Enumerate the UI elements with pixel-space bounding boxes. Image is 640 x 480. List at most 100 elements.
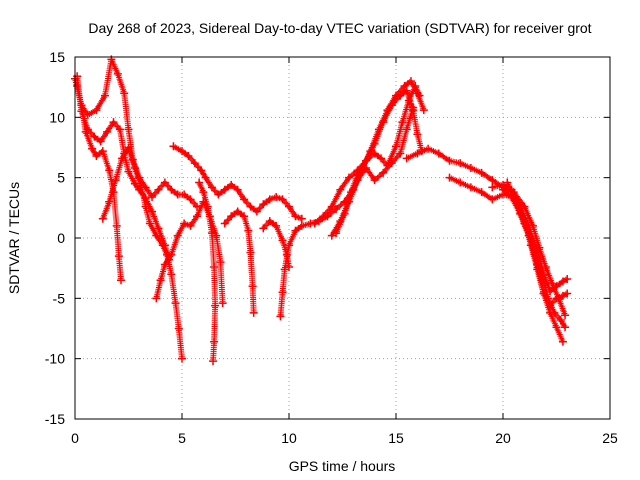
x-tick-label: 25 xyxy=(602,430,618,446)
series-sat-q xyxy=(499,185,572,310)
data-point xyxy=(111,176,120,185)
data-point xyxy=(265,217,274,226)
data-point xyxy=(511,197,520,206)
data-point xyxy=(216,258,225,267)
series-sat-o xyxy=(445,173,567,346)
data-point xyxy=(466,164,475,173)
data-point xyxy=(117,276,126,285)
data-point xyxy=(92,151,101,160)
data-point xyxy=(488,195,497,204)
data-point xyxy=(353,176,362,185)
series-sat-d xyxy=(98,143,186,363)
y-tick-label: 5 xyxy=(57,170,65,186)
series-sat-i xyxy=(259,217,293,271)
data-point xyxy=(81,127,90,136)
data-point xyxy=(259,200,268,209)
data-point xyxy=(118,154,127,163)
data-point xyxy=(130,164,139,173)
data-point xyxy=(558,277,567,286)
data-point xyxy=(552,323,561,332)
data-point xyxy=(392,142,400,151)
data-point xyxy=(291,226,300,235)
data-point xyxy=(310,219,319,228)
series-sat-g xyxy=(195,178,220,366)
data-point xyxy=(488,176,497,185)
data-point xyxy=(152,294,161,303)
data-point xyxy=(124,143,133,152)
data-point xyxy=(285,202,293,211)
data-point xyxy=(370,149,379,158)
series-markers xyxy=(74,83,124,284)
data-point xyxy=(387,159,396,168)
y-tick-label: -10 xyxy=(45,351,65,367)
data-point xyxy=(124,125,133,134)
data-point xyxy=(246,248,255,257)
data-point xyxy=(180,219,189,228)
grid xyxy=(75,57,610,419)
data-point xyxy=(550,308,559,317)
data-point xyxy=(285,241,293,250)
data-point xyxy=(197,166,206,175)
data-point xyxy=(362,164,371,173)
data-point xyxy=(160,260,169,269)
data-point xyxy=(265,195,274,204)
data-point xyxy=(558,291,567,300)
data-point xyxy=(92,106,101,115)
data-point xyxy=(466,183,475,192)
data-point xyxy=(227,180,236,189)
data-point xyxy=(344,173,353,182)
data-point xyxy=(158,241,167,250)
series-sat-m xyxy=(327,103,418,240)
data-point xyxy=(402,125,411,134)
data-point xyxy=(563,289,572,298)
data-point xyxy=(402,86,411,95)
data-point xyxy=(336,217,345,226)
data-point xyxy=(96,137,105,146)
data-point xyxy=(240,212,249,221)
x-tick-label: 15 xyxy=(388,430,404,446)
data-point xyxy=(167,185,176,194)
data-point xyxy=(249,308,258,317)
series-sat-e xyxy=(152,197,227,308)
data-point xyxy=(156,276,165,285)
data-point xyxy=(137,183,146,192)
data-point xyxy=(561,323,570,332)
y-tick-label: -15 xyxy=(45,411,65,427)
data-point xyxy=(174,324,183,333)
data-point xyxy=(209,357,218,366)
data-point xyxy=(434,149,443,158)
data-point xyxy=(180,190,189,199)
data-point xyxy=(327,231,336,240)
data-point xyxy=(297,221,306,230)
data-point xyxy=(160,178,169,187)
data-point xyxy=(148,207,157,216)
data-point xyxy=(543,294,552,303)
x-tick-label: 0 xyxy=(71,430,79,446)
data-point xyxy=(114,252,123,261)
data-point xyxy=(561,311,570,320)
data-point xyxy=(456,178,465,187)
data-point xyxy=(398,118,407,127)
data-point xyxy=(272,221,281,230)
data-point xyxy=(499,185,507,194)
chart-title: Day 268 of 2023, Sidereal Day-to-day VTE… xyxy=(88,20,591,36)
data-point xyxy=(244,226,253,235)
data-point xyxy=(98,147,107,156)
y-axis-label: SDTVAR / TECUs xyxy=(6,182,22,294)
x-axis-label: GPS time / hours xyxy=(289,458,396,474)
data-point xyxy=(199,188,208,197)
data-point xyxy=(280,265,289,274)
data-point xyxy=(400,81,409,90)
data-point xyxy=(406,77,415,86)
series-sat-f xyxy=(169,142,306,223)
data-point xyxy=(173,231,182,240)
data-point xyxy=(445,173,454,182)
series-sat-c xyxy=(73,81,126,285)
data-point xyxy=(154,185,163,194)
data-point xyxy=(98,214,107,223)
data-point xyxy=(167,250,176,259)
data-point xyxy=(344,197,353,206)
data-point xyxy=(291,212,300,221)
x-tick-label: 20 xyxy=(495,430,511,446)
